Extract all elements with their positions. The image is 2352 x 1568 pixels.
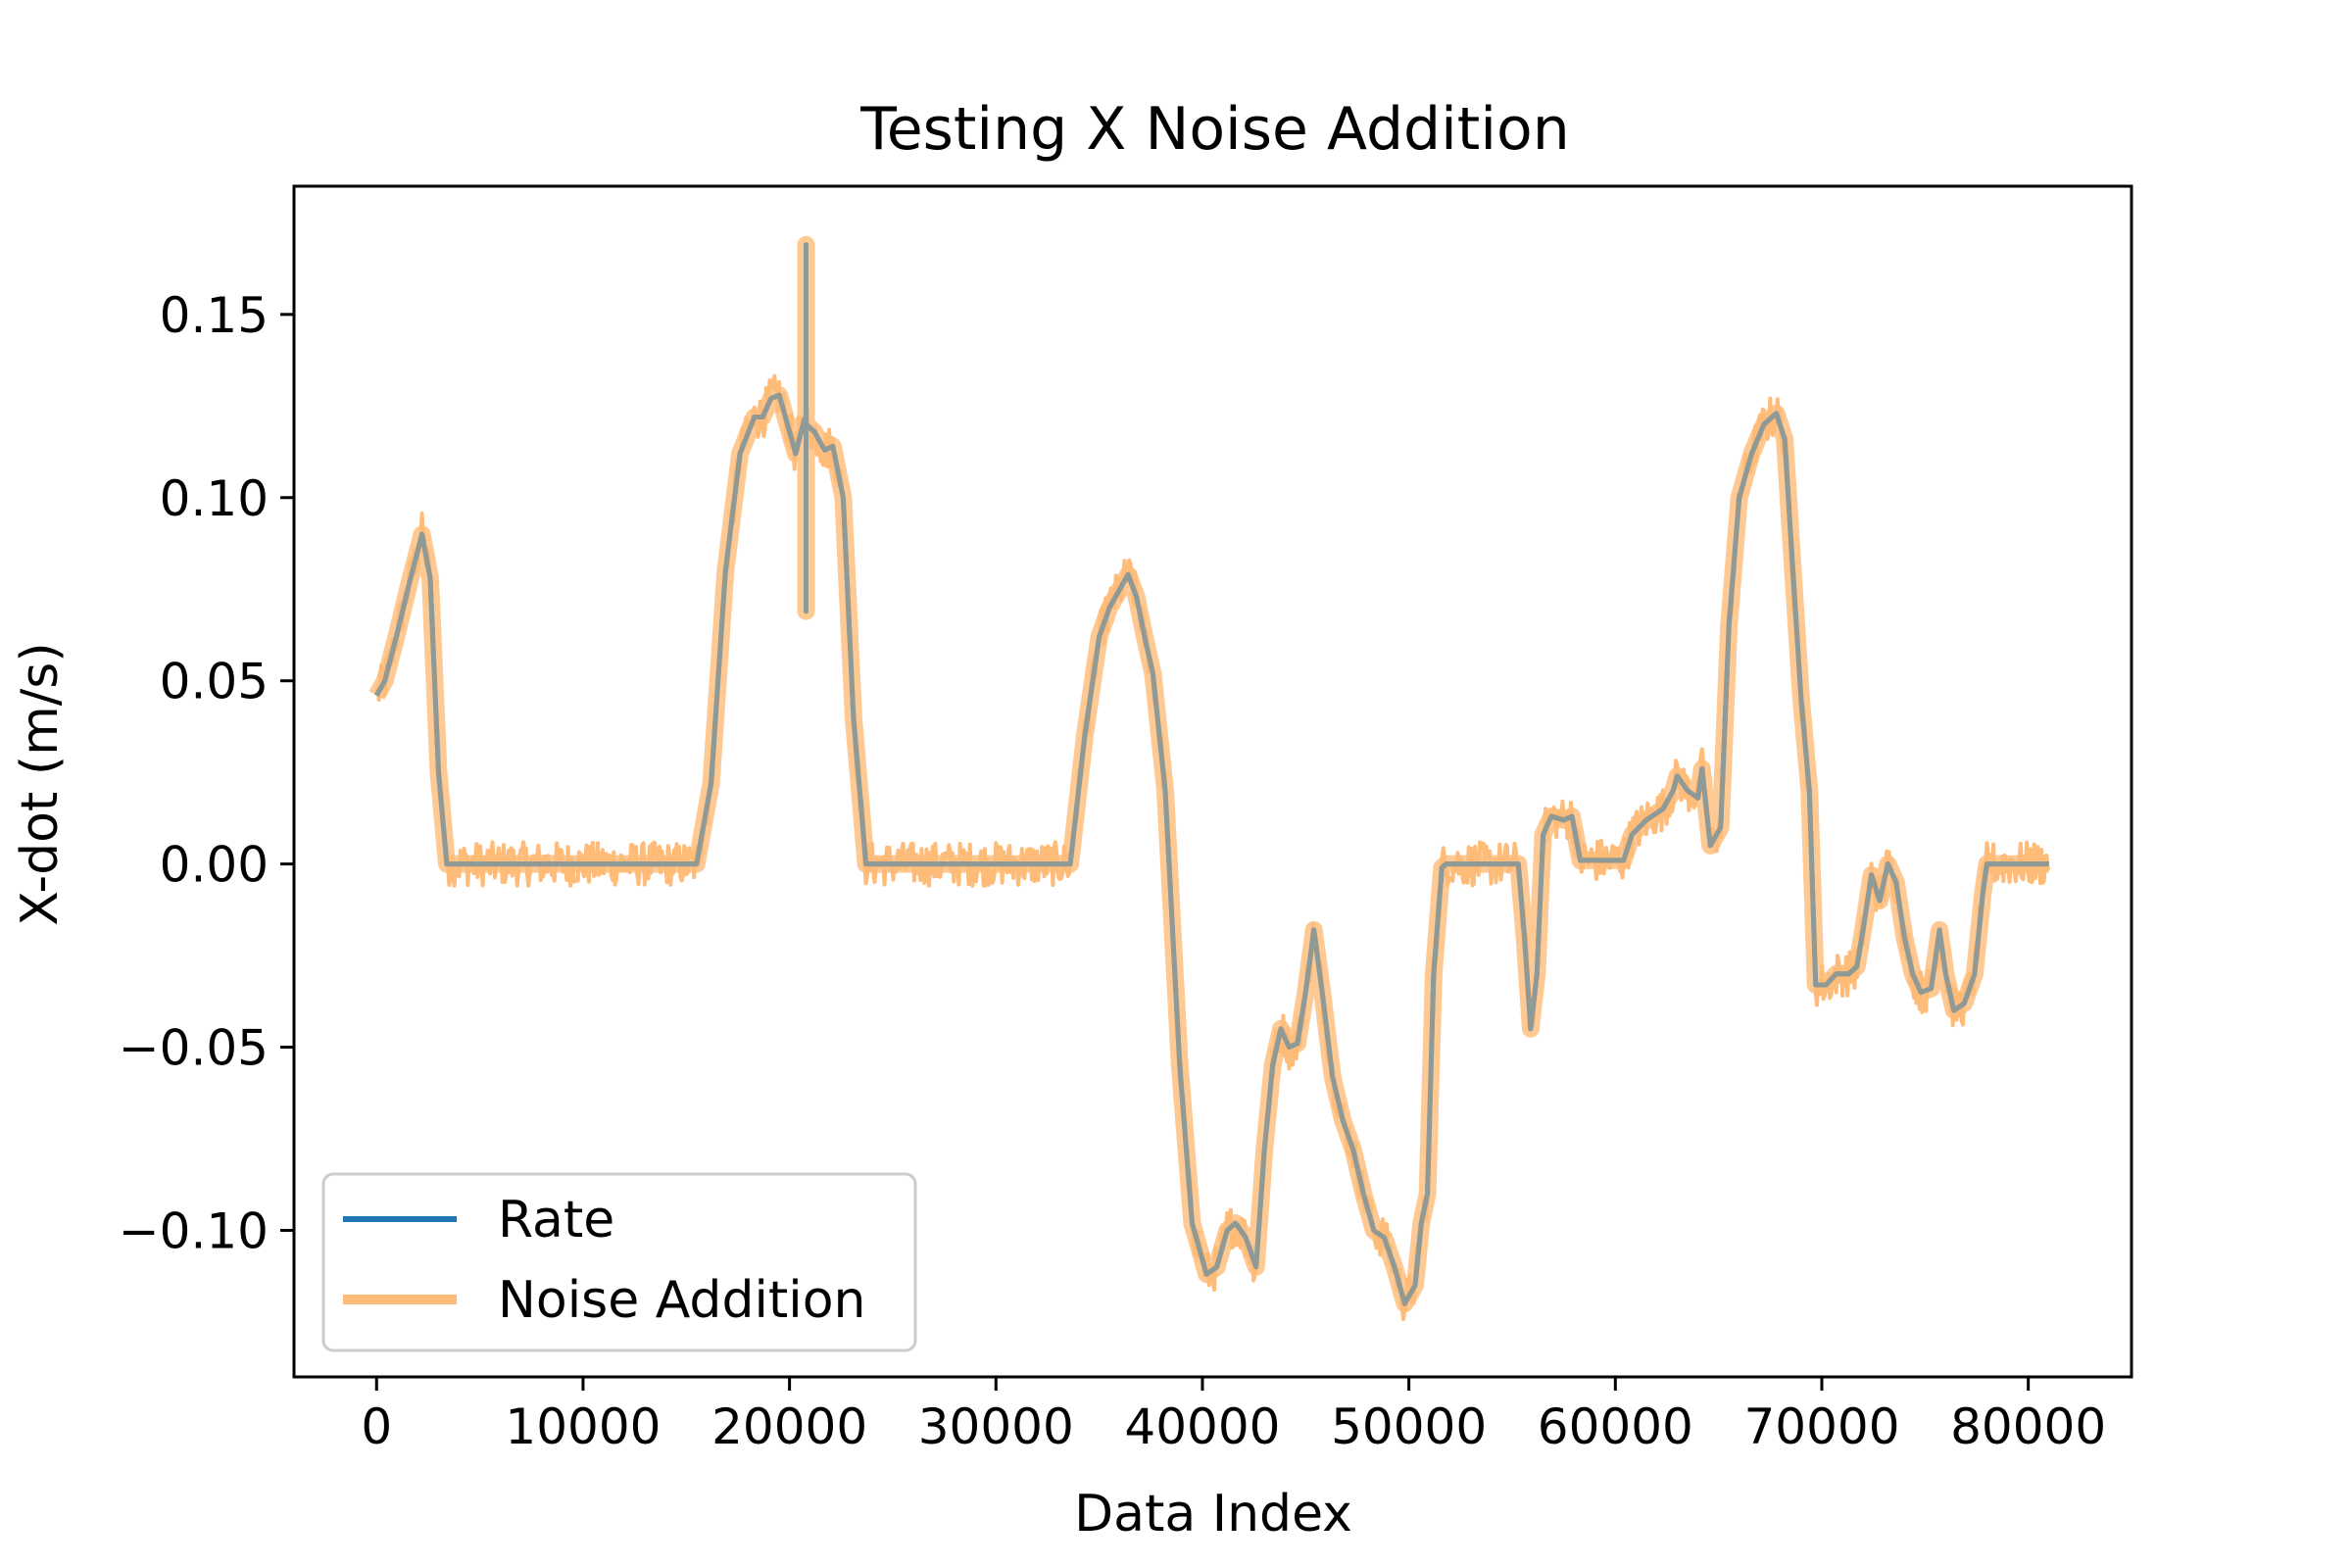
series-rate-overlay (374, 242, 2049, 1306)
x-tick-label: 10000 (505, 1398, 661, 1455)
x-tick-label: 0 (361, 1398, 392, 1455)
x-tick-label: 40000 (1124, 1398, 1280, 1455)
y-tick-label: 0.10 (160, 470, 269, 527)
x-tick-label: 50000 (1331, 1398, 1487, 1455)
plot-frame (292, 184, 2133, 1379)
x-tick-label: 20000 (711, 1398, 867, 1455)
y-tick-label: −0.05 (119, 1020, 269, 1077)
legend-label-noise-addition: Noise Addition (498, 1271, 866, 1330)
y-tick-label: −0.10 (119, 1202, 269, 1259)
chart-title: Testing X Noise Addition (859, 95, 1569, 164)
series-rate (374, 242, 2049, 1306)
series-noise-addition (374, 264, 2051, 1322)
x-tick-label: 30000 (918, 1398, 1074, 1455)
legend: Rate Noise Addition (321, 1172, 917, 1352)
x-tick-label: 70000 (1743, 1398, 1899, 1455)
x-tick-label: 60000 (1538, 1398, 1693, 1455)
legend-box (321, 1172, 917, 1352)
x-axis-label: Data Index (1074, 1485, 1352, 1544)
plot-series (368, 235, 2051, 1322)
y-tick-label: 0.00 (160, 837, 269, 894)
y-tick-label: 0.05 (160, 654, 269, 710)
y-ticks: 0.15 0.10 0.05 0.00 −0.05 −0.10 (119, 287, 294, 1259)
y-axis-label: X-dot (m/s) (11, 642, 70, 925)
series-noise-addition-band (368, 235, 2049, 1313)
x-ticks: 0 10000 20000 30000 40000 50000 60000 70000 8000… (361, 1377, 2106, 1455)
y-tick-label: 0.15 (160, 287, 269, 344)
x-tick-label: 80000 (1950, 1398, 2106, 1455)
legend-label-rate: Rate (498, 1191, 614, 1250)
